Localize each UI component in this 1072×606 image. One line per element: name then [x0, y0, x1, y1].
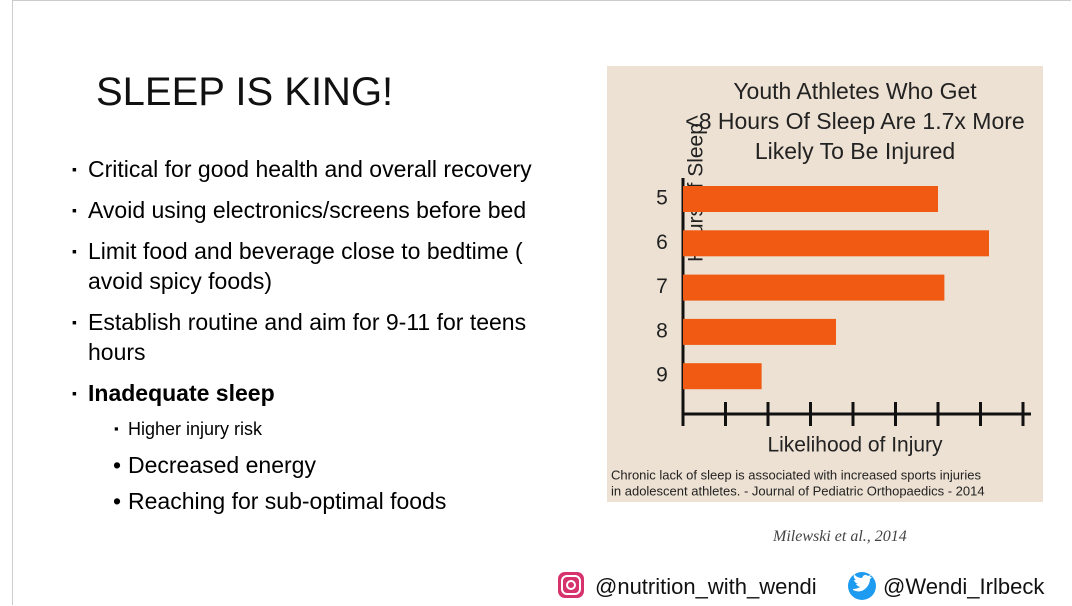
citation: Milewski et al., 2014 [773, 528, 907, 545]
bullet: Avoid using electronics/screens before b… [72, 195, 572, 225]
chart-title: Youth Athletes Who Get [733, 78, 977, 104]
y-tick-label: 9 [656, 364, 668, 387]
sub-bullet: Higher injury risk [72, 414, 572, 444]
bullet: Inadequate sleep [72, 378, 572, 408]
y-tick-label: 7 [656, 275, 668, 298]
slide-title: SLEEP IS KING! [96, 70, 394, 114]
chart-title: <8 Hours Of Sleep Are 1.7x More [685, 108, 1024, 134]
instagram-handle[interactable]: @nutrition_with_wendi [595, 574, 817, 599]
instagram-icon [558, 572, 584, 598]
bar [683, 318, 836, 345]
chart-caption: in adolescent athletes. - Journal of Ped… [611, 483, 985, 498]
bar [683, 274, 945, 301]
bar [683, 363, 762, 390]
bar [683, 186, 938, 212]
chart-caption: Chronic lack of sleep is associated with… [611, 467, 981, 482]
bullet: Establish routine and aim for 9-11 for t… [72, 307, 572, 367]
slide-frame [12, 0, 1071, 605]
chart-title: Likely To Be Injured [755, 138, 955, 164]
twitter-handle[interactable]: @Wendi_Irlbeck [883, 574, 1045, 599]
bullet: Critical for good health and overall rec… [72, 154, 572, 184]
bullet: Limit food and beverage close to bedtime… [72, 236, 572, 296]
sub-bullet: Reaching for sub-optimal foods [72, 486, 572, 516]
bullet-list: Critical for good health and overall rec… [72, 154, 572, 522]
y-tick-label: 5 [656, 187, 668, 210]
sub-bullet: Decreased energy [72, 450, 572, 480]
twitter-icon [848, 572, 876, 600]
bar [683, 230, 989, 257]
x-axis-label: Likelihood of Injury [767, 434, 943, 457]
y-tick-label: 6 [656, 231, 668, 254]
y-tick-label: 8 [656, 319, 668, 342]
